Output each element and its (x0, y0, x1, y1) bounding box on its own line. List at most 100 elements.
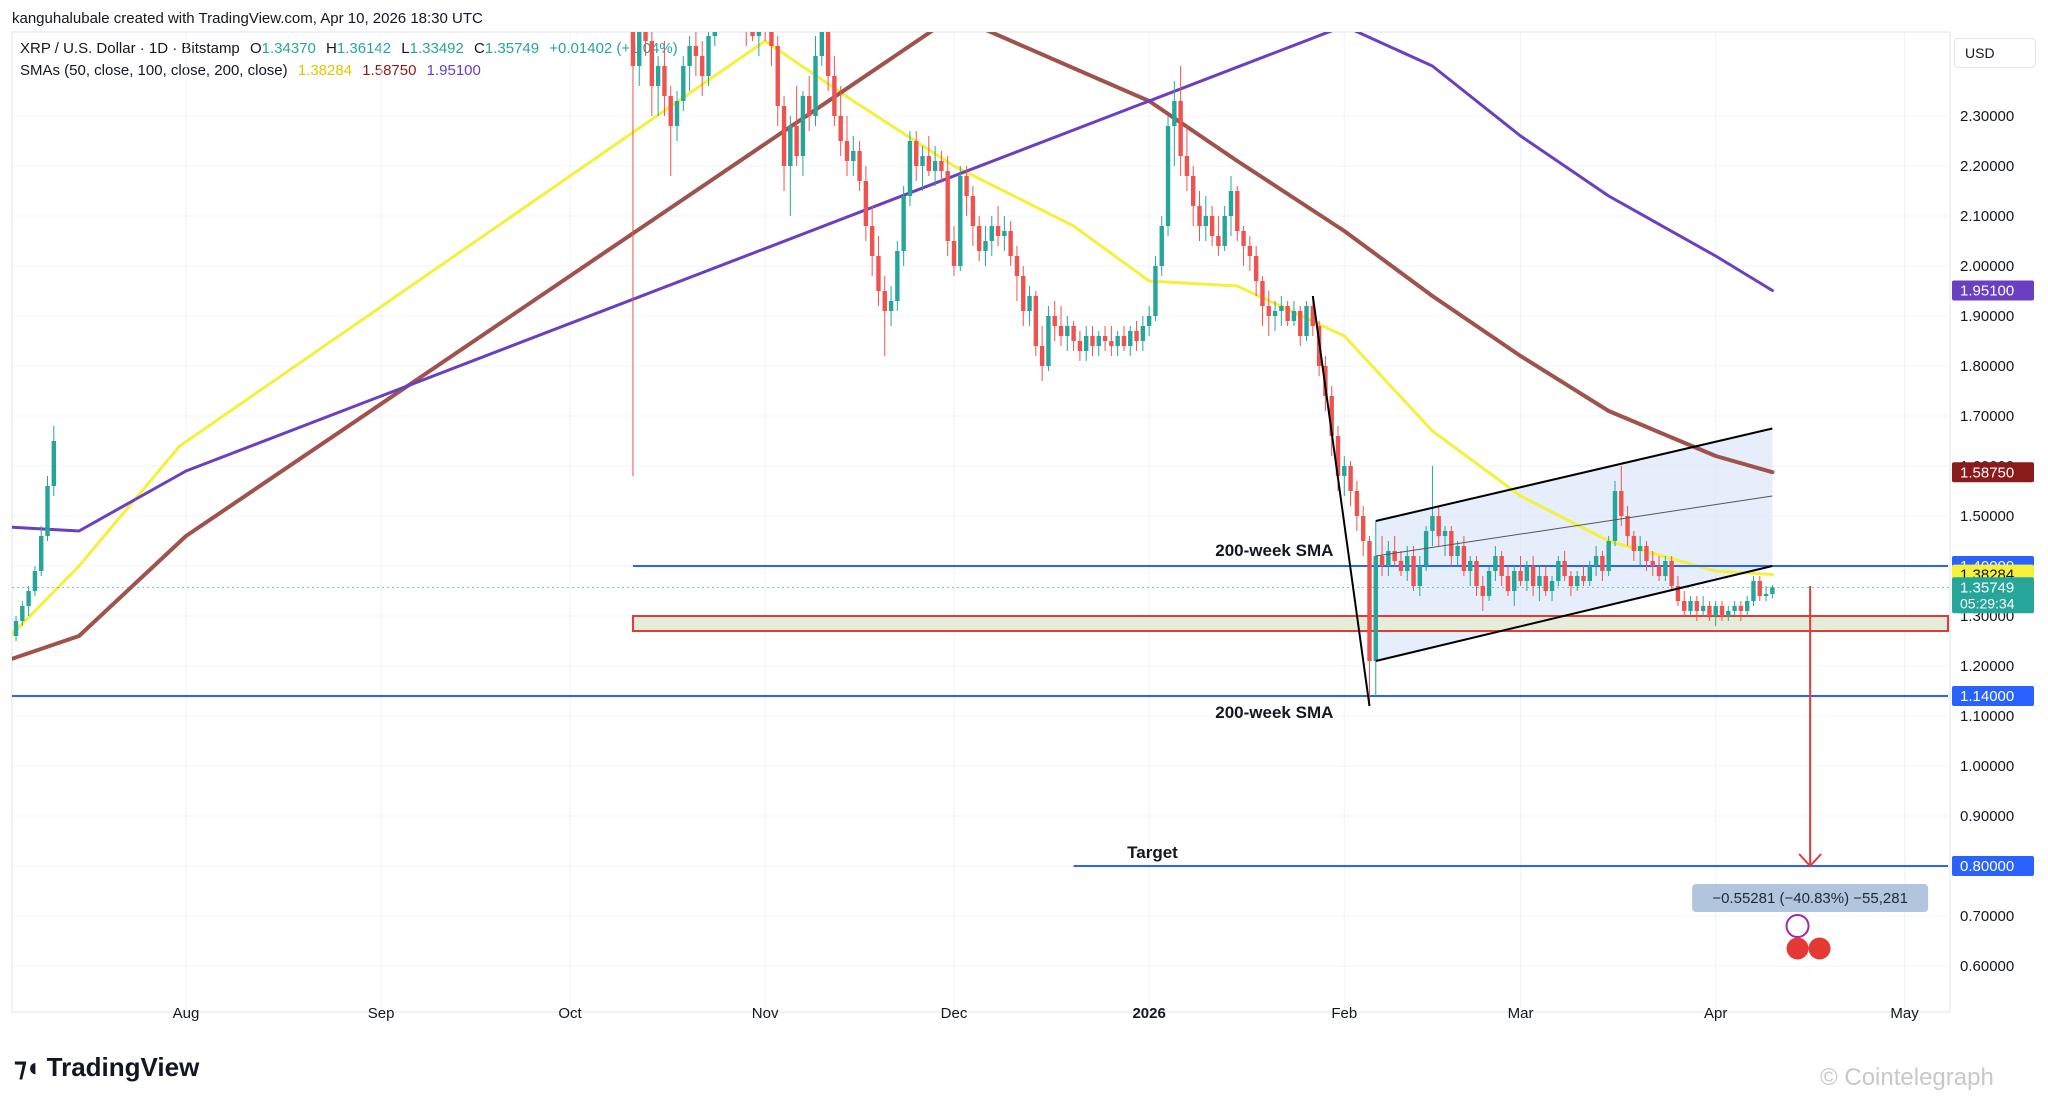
candle-body (1461, 546, 1467, 571)
candle-body (1159, 226, 1164, 266)
plot-area: 200-week SMA 200-week SMA Target −0.55281 (… (12, 0, 1950, 960)
candle-body (630, 32, 636, 66)
candle-body (1039, 346, 1045, 366)
channel-middle (1375, 495, 1773, 557)
candle-body (51, 441, 57, 486)
candle-body (1650, 561, 1655, 566)
candle-body (1688, 601, 1693, 611)
candle-body (1612, 491, 1618, 541)
sma-legend[interactable]: SMAs (50, close, 100, close, 200, close)… (20, 62, 487, 79)
candle-body (1090, 336, 1095, 346)
candle-body (882, 291, 887, 311)
candle-body (1335, 436, 1341, 476)
tradingview-logo-icon: ⁊◖ (14, 1052, 41, 1082)
currency-selector[interactable]: USD (1954, 38, 2036, 68)
candle-body (1518, 571, 1523, 581)
candle-body (1241, 231, 1246, 246)
candle-body (1707, 606, 1712, 616)
x-tick-label: May (1890, 1005, 1919, 1022)
candle-body (1499, 556, 1504, 576)
candle-body (1266, 306, 1271, 316)
candle-body (668, 96, 673, 126)
candle-body (763, 16, 767, 31)
candle-body (1354, 491, 1360, 516)
candle-body (914, 141, 919, 166)
candle-body (13, 621, 19, 636)
candle-body (744, 1, 748, 26)
candle-body (1644, 546, 1649, 561)
candle-body (738, 0, 742, 1)
candle-body (1115, 336, 1120, 346)
candle-body (1109, 341, 1114, 346)
candle-body (1228, 191, 1234, 216)
candle-body (775, 46, 780, 106)
x-tick-label: Feb (1331, 1005, 1357, 1022)
candle-body (1744, 601, 1750, 611)
sma50-line (12, 39, 1774, 637)
candle-body (39, 536, 44, 571)
candle-body (1619, 491, 1624, 516)
candle-body (813, 56, 818, 116)
candle-body (920, 156, 925, 166)
candle-body (976, 226, 982, 251)
candle-body (1417, 566, 1423, 586)
candle-body (1102, 336, 1108, 341)
candle-body (794, 126, 799, 156)
candle-body (825, 32, 831, 76)
candle-body (807, 96, 812, 116)
sma200-line (12, 32, 1774, 533)
x-tick-label: Apr (1704, 1005, 1727, 1022)
candle-body (851, 151, 856, 161)
high-value: 1.36142 (336, 40, 392, 57)
candle-body (876, 256, 881, 291)
candle-body (1153, 266, 1158, 316)
candle-body (1298, 311, 1303, 336)
projection-label: −0.55281 (−40.83%) −55,281 (1712, 890, 1908, 907)
candle-body (857, 151, 862, 181)
open-label: O (249, 40, 262, 57)
candle-body (1222, 216, 1227, 246)
candle-body (838, 116, 843, 141)
candle-body (1537, 576, 1542, 586)
candle-body (1360, 516, 1366, 541)
symbol-name[interactable]: XRP / U.S. Dollar · 1D · Bitstamp (20, 40, 240, 57)
candle-body (1631, 536, 1637, 551)
x-tick-label: Nov (752, 1005, 779, 1022)
candle-body (1493, 556, 1498, 571)
price-badge (1952, 577, 2034, 614)
price-badge (1952, 462, 2034, 483)
candle-body (1146, 316, 1152, 326)
candle-body (1600, 556, 1605, 571)
candle-body (1757, 581, 1762, 596)
low-label: L (401, 40, 410, 57)
candle-body (1373, 556, 1378, 661)
candle-body (1046, 316, 1051, 366)
y-tick-label: 1.80000 (1960, 358, 2014, 375)
candle-body (983, 241, 988, 251)
candle-body (1524, 566, 1530, 581)
candle-body (1467, 561, 1473, 571)
price-badge-label: 1.35749 (1960, 579, 2014, 596)
y-tick-label: 1.00000 (1960, 758, 2014, 775)
x-tick-label: Dec (941, 1005, 968, 1022)
candle-body (1637, 546, 1643, 551)
candle-body (1398, 561, 1404, 571)
candle-body (681, 66, 686, 101)
sma100-value: 1.58750 (362, 62, 417, 79)
candle-body (756, 32, 762, 36)
y-tick-label: 2.00000 (1960, 258, 2014, 275)
candle-body (844, 141, 850, 161)
y-tick-label: 1.20000 (1960, 658, 2014, 675)
candle-body (1581, 576, 1586, 581)
candle-body (1077, 341, 1083, 351)
candle-body (964, 176, 969, 196)
candle-body (901, 196, 906, 251)
candle-body (951, 241, 957, 266)
candle-body (788, 126, 793, 166)
y-tick-label: 1.70000 (1960, 408, 2014, 425)
price-badge-label: 1.95100 (1960, 283, 2014, 300)
candle-body (1455, 546, 1460, 556)
y-tick-label: 2.20000 (1960, 158, 2014, 175)
candle-body (945, 171, 950, 241)
